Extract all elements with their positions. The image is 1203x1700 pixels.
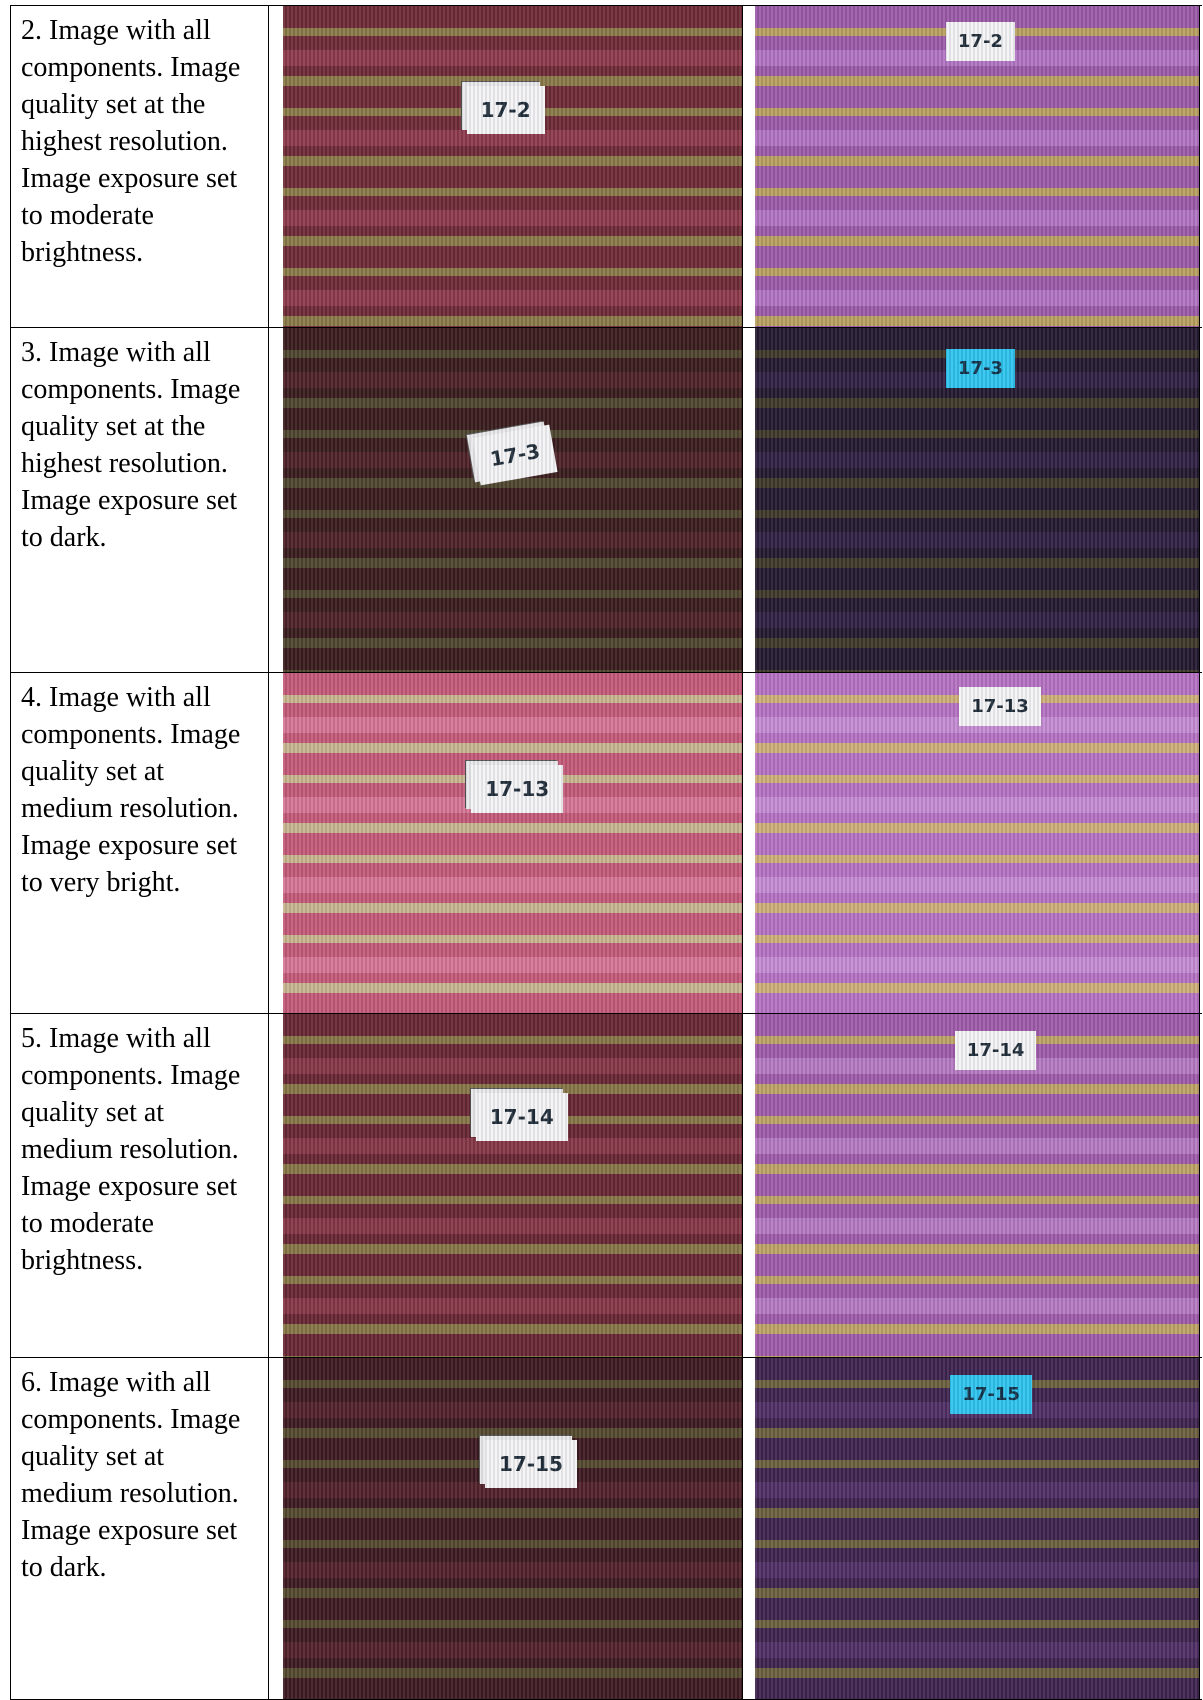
photo-label: 17-2	[946, 22, 1015, 61]
photo-label: 17-15	[485, 1440, 577, 1488]
fabric-photo: 17-13	[283, 673, 743, 1013]
description-cell: 4. Image with all components. Image qual…	[11, 673, 269, 1013]
table: 2. Image with all components. Image qual…	[10, 5, 1202, 1700]
description-cell: 6. Image with all components. Image qual…	[11, 1358, 269, 1699]
photo-label: 17-14	[476, 1093, 568, 1141]
photo-label: 17-15	[950, 1375, 1032, 1414]
description-cell: 2. Image with all components. Image qual…	[11, 6, 269, 327]
photo-label: 17-13	[471, 765, 563, 813]
photo-label: 17-14	[955, 1031, 1037, 1070]
fabric-photo: 17-14	[755, 1014, 1200, 1357]
table-row: 3. Image with all components. Image qual…	[11, 328, 1202, 673]
fabric-photo: 17-15	[755, 1358, 1200, 1699]
photo-label: 17-2	[467, 86, 545, 134]
photo-label: 17-13	[959, 687, 1041, 726]
photo-label: 17-3	[946, 349, 1015, 388]
fabric-photo: 17-13	[755, 673, 1200, 1013]
table-row: 6. Image with all components. Image qual…	[11, 1358, 1202, 1700]
description-cell: 3. Image with all components. Image qual…	[11, 328, 269, 672]
table-row: 2. Image with all components. Image qual…	[11, 6, 1202, 328]
fabric-photo: 17-2	[755, 6, 1200, 327]
table-row: 4. Image with all components. Image qual…	[11, 673, 1202, 1014]
photo-label: 17-3	[472, 425, 557, 486]
page: 2. Image with all components. Image qual…	[0, 0, 1203, 1700]
fabric-photo: 17-3	[283, 328, 743, 672]
fabric-photo: 17-2	[283, 6, 743, 327]
description-cell: 5. Image with all components. Image qual…	[11, 1014, 269, 1357]
table-row: 5. Image with all components. Image qual…	[11, 1014, 1202, 1358]
fabric-photo: 17-15	[283, 1358, 743, 1699]
fabric-photo: 17-3	[755, 328, 1200, 672]
fabric-photo: 17-14	[283, 1014, 743, 1357]
